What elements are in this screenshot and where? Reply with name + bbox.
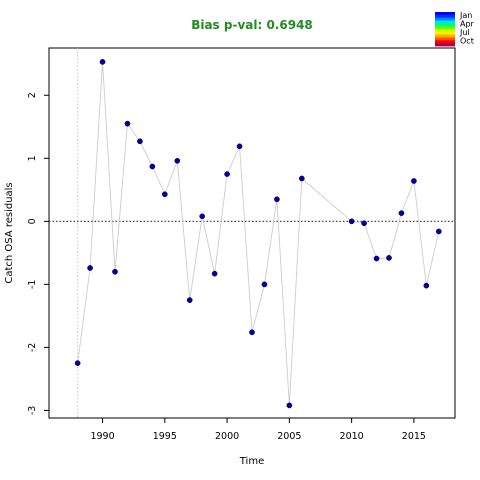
- data-point-2011: [361, 220, 367, 227]
- legend-label-oct: Oct: [460, 37, 474, 46]
- y-tick-label: 1: [27, 155, 38, 161]
- y-tick-label: 0: [27, 218, 38, 224]
- data-point-2015: [411, 178, 417, 184]
- x-tick-label: 2010: [340, 431, 364, 442]
- data-point-2017: [435, 228, 442, 235]
- data-point-2014: [398, 210, 405, 216]
- legend-swatch: [435, 14, 455, 19]
- data-point-1993: [137, 138, 143, 145]
- series-line-segment-3: [351, 180, 440, 286]
- y-axis-title: Catch OSA residuals: [4, 182, 15, 283]
- y-tick-label: -2: [27, 343, 38, 352]
- legend-swatch: [435, 29, 455, 33]
- data-point-1992: [124, 120, 131, 127]
- legend-swatch: [435, 31, 455, 36]
- x-tick-label: 2000: [215, 431, 239, 442]
- data-point-1995: [161, 191, 168, 198]
- data-point-2016: [423, 282, 430, 289]
- y-tick-label: -1: [27, 280, 38, 289]
- x-tick-label: 1995: [153, 431, 177, 442]
- data-point-1988: [74, 360, 81, 367]
- data-point-2001: [236, 143, 243, 150]
- x-axis-title: Time: [239, 456, 264, 467]
- chart-title: Bias p-val: 0.6948: [191, 18, 313, 32]
- x-tick-label: 2015: [402, 431, 426, 442]
- data-point-1997: [186, 297, 193, 303]
- series-line-segment-2: [301, 178, 352, 222]
- legend-swatch: [435, 40, 455, 44]
- series-lines: [77, 61, 440, 406]
- legend-swatch: [435, 43, 455, 47]
- data-point-2000: [224, 171, 230, 177]
- legend-label-jul: Jul: [459, 28, 470, 37]
- legend-swatch: [435, 37, 455, 41]
- legend-swatch: [435, 17, 455, 21]
- guide-lines: [49, 48, 455, 418]
- legend-swatch: [435, 23, 455, 27]
- legend-swatch: [435, 12, 455, 16]
- x-tick-label: 2005: [277, 431, 301, 442]
- legend-swatch: [435, 20, 455, 24]
- legend-label-apr: Apr: [460, 20, 475, 29]
- data-point-2010: [348, 218, 355, 225]
- data-point-2013: [386, 255, 392, 261]
- data-point-2005: [286, 402, 293, 409]
- data-point-2006: [298, 175, 305, 182]
- series-line-segment-1: [77, 61, 303, 406]
- data-point-1991: [112, 268, 118, 275]
- y-axis: -3 -2 -1 0 1 2: [27, 92, 49, 415]
- data-point-2002: [249, 329, 255, 336]
- data-point-1989: [87, 265, 93, 271]
- legend-swatch: [435, 26, 455, 30]
- data-point-1990: [99, 59, 106, 65]
- x-tick-label: 1990: [90, 431, 114, 442]
- series-points: [74, 59, 442, 409]
- data-point-1999: [211, 270, 218, 277]
- y-tick-label: -3: [27, 406, 38, 415]
- plot-frame: [48, 47, 456, 419]
- data-point-2003: [261, 281, 268, 288]
- legend-label-jan: Jan: [459, 11, 472, 20]
- data-point-1996: [174, 157, 181, 164]
- x-axis: 1990 1995 2000 2005 2010 2015: [90, 418, 426, 442]
- y-tick-label: 2: [27, 92, 38, 98]
- data-point-1998: [199, 213, 206, 220]
- data-point-1994: [149, 163, 156, 170]
- legend-swatch: [435, 34, 455, 38]
- data-point-2004: [274, 196, 280, 203]
- data-point-2012: [373, 255, 380, 262]
